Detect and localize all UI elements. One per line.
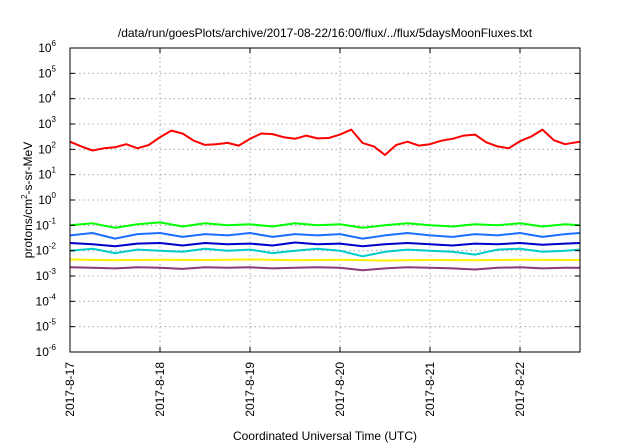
y-tick-label-exp: -5 — [49, 318, 57, 327]
y-tick-label-exp: 2 — [52, 140, 57, 149]
x-tick-label: 2017-8-22 — [513, 362, 527, 417]
y-tick-label-exp: -4 — [49, 292, 57, 301]
y-tick-label: 10-3 — [36, 267, 57, 283]
y-axis: 10-610-510-410-310-210-11001011021031041… — [36, 39, 580, 359]
y-tick-label: 106 — [38, 39, 56, 55]
y-tick-label-base: 10 — [36, 218, 50, 232]
y-tick-label-exp: -6 — [49, 343, 57, 352]
y-tick-label-exp: -1 — [49, 216, 57, 225]
y-tick-label-base: 10 — [36, 320, 50, 334]
x-axis: 2017-8-17 2017-8-18 2017-8-19 2017-8-20 2017… — [63, 48, 527, 417]
x-tick-label: 2017-8-18 — [153, 362, 167, 417]
y-tick-label: 103 — [38, 115, 56, 131]
series-line-4 — [69, 247, 581, 258]
y-tick-label-base: 10 — [38, 193, 52, 207]
series-line-6 — [69, 258, 581, 262]
y-axis-title: protons/cm2-s-sr-MeV — [20, 142, 35, 258]
x-axis-title: Coordinated Universal Time (UTC) — [233, 429, 417, 443]
series-line-5 — [69, 241, 581, 248]
y-tick-label-base: 10 — [36, 345, 50, 359]
y-tick-label: 105 — [38, 64, 56, 80]
y-axis-title-prefix: protons/cm — [21, 199, 35, 258]
y-tick-label-base: 10 — [38, 92, 52, 106]
x-tick-label: 2017-8-21 — [423, 362, 437, 417]
y-tick-label-base: 10 — [38, 117, 52, 131]
y-tick-label-base: 10 — [38, 41, 52, 55]
y-tick-label: 10-4 — [36, 292, 57, 308]
series-line-2 — [69, 221, 581, 229]
x-tick-label: 2017-8-19 — [243, 362, 257, 417]
y-tick-label: 10-2 — [36, 242, 57, 258]
y-tick-label: 104 — [38, 90, 56, 106]
y-tick-label: 10-5 — [36, 318, 57, 334]
y-tick-label-exp: -3 — [49, 267, 57, 276]
y-tick-label-base: 10 — [38, 168, 52, 182]
y-tick-label: 10-1 — [36, 216, 57, 232]
x-tick-label: 2017-8-20 — [333, 362, 347, 417]
y-tick-label-base: 10 — [36, 269, 50, 283]
chart-title: /data/run/goesPlots/archive/2017-08-22/1… — [118, 26, 533, 40]
series-line-1 — [69, 128, 581, 156]
x-tick-label: 2017-8-17 — [63, 362, 77, 417]
series-line-3 — [69, 232, 581, 240]
grid — [69, 48, 580, 352]
series-line-7 — [69, 266, 580, 272]
y-tick-label: 101 — [38, 166, 56, 182]
y-tick-label-base: 10 — [36, 294, 50, 308]
y-tick-label: 10-6 — [36, 343, 57, 359]
series-group — [69, 128, 581, 272]
y-tick-label: 102 — [38, 140, 56, 156]
y-tick-label-base: 10 — [36, 244, 50, 258]
y-tick-label-exp: 6 — [52, 39, 57, 48]
y-axis-title-sup: 2 — [20, 194, 29, 199]
y-tick-label-exp: 0 — [52, 191, 57, 200]
y-tick-label-exp: 5 — [52, 64, 57, 73]
y-tick-label-exp: 4 — [52, 90, 57, 99]
y-tick-label-exp: 1 — [52, 166, 57, 175]
y-tick-label-base: 10 — [38, 66, 52, 80]
y-axis-title-suffix: -s-sr-MeV — [21, 142, 35, 195]
y-tick-label-base: 10 — [38, 142, 52, 156]
y-tick-label-exp: -2 — [49, 242, 57, 251]
y-tick-label-exp: 3 — [52, 115, 57, 124]
y-tick-label: 100 — [38, 191, 56, 207]
